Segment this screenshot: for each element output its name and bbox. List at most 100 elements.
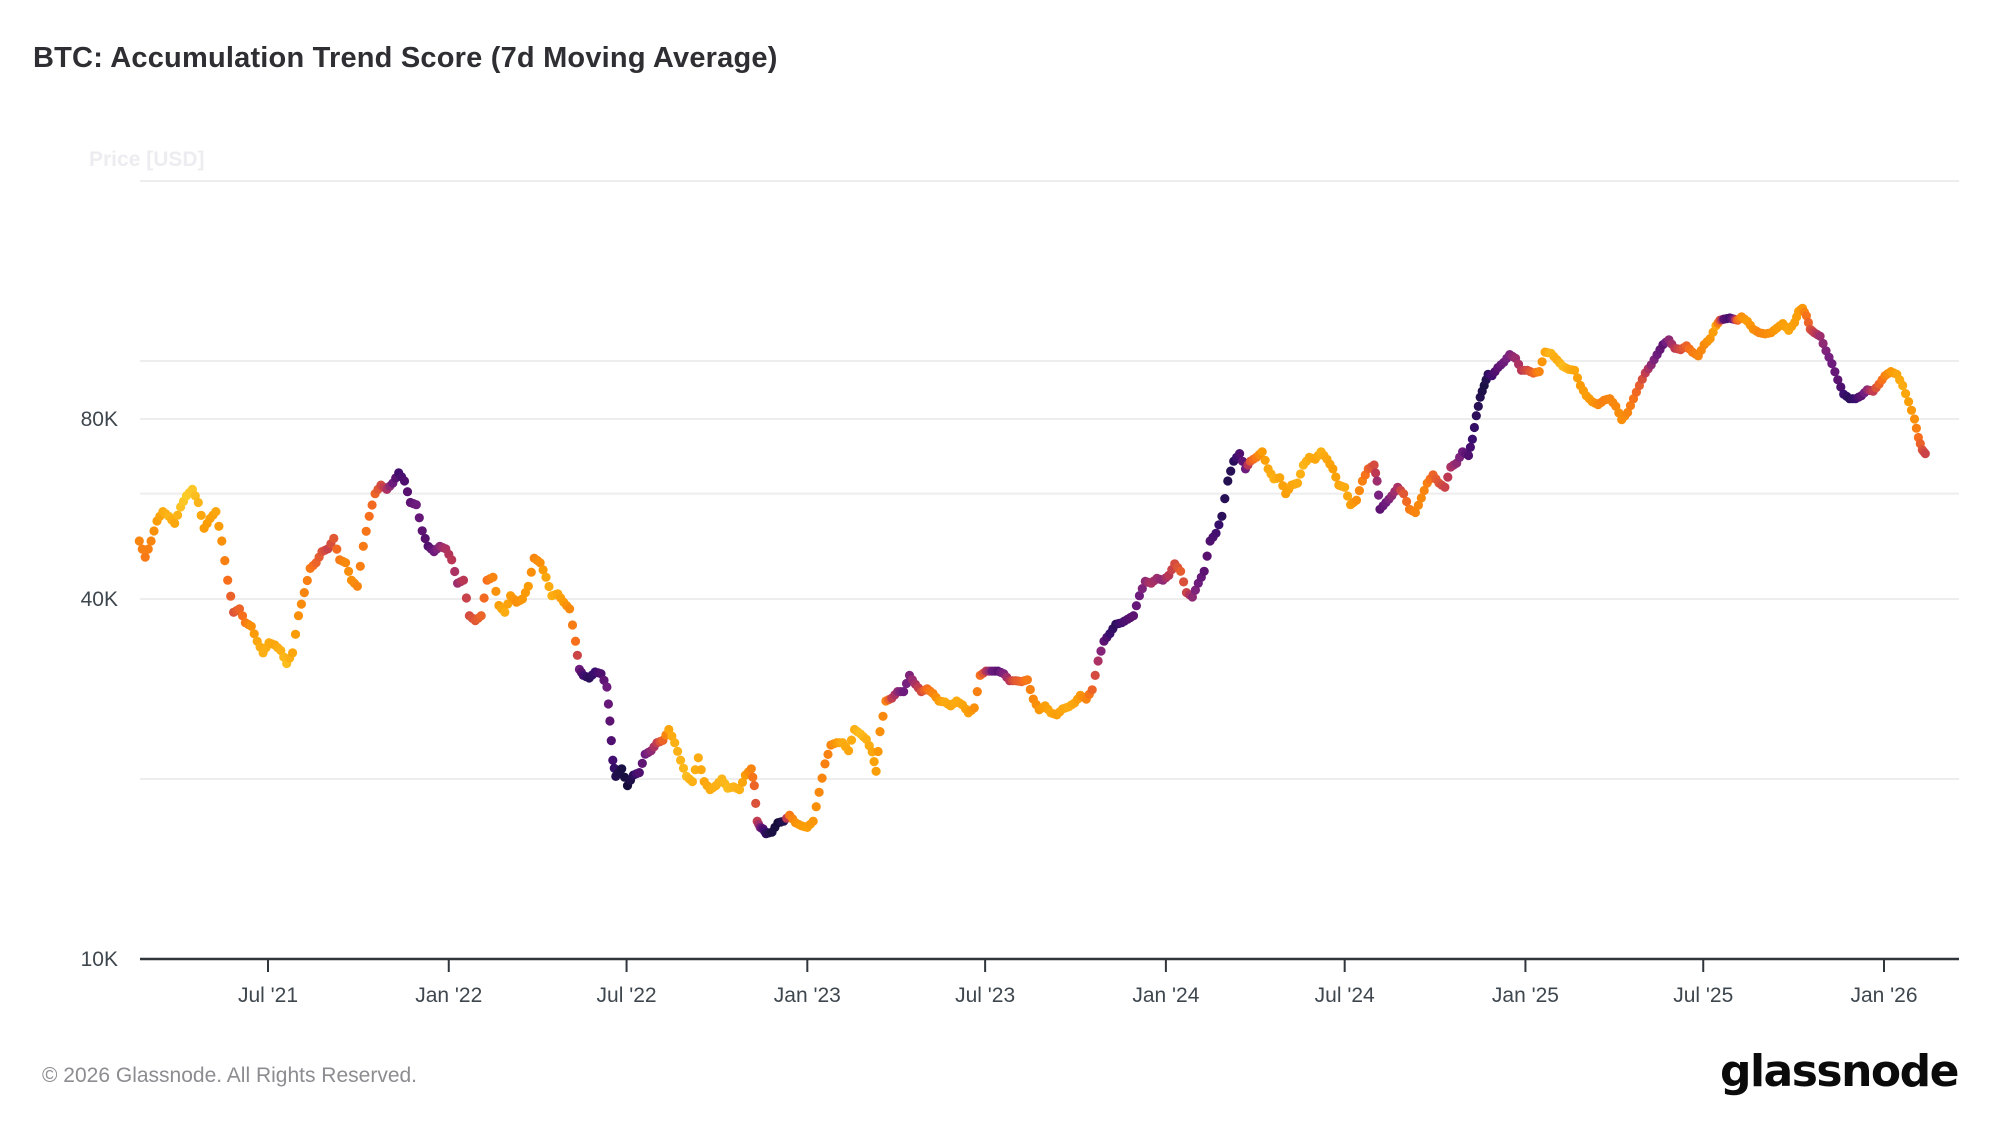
data-point <box>196 510 206 520</box>
x-tick-label: Jul '22 <box>597 984 657 1007</box>
data-point <box>1413 500 1423 510</box>
data-point <box>488 572 498 582</box>
data-point <box>1275 473 1285 483</box>
data-point <box>523 581 533 591</box>
data-point <box>1179 577 1189 587</box>
data-point <box>1371 468 1381 478</box>
data-point <box>170 518 180 529</box>
data-point <box>687 777 698 787</box>
data-point <box>1226 466 1236 476</box>
data-point <box>367 500 377 510</box>
data-point <box>352 581 362 591</box>
data-point <box>869 757 879 767</box>
data-point <box>875 727 885 737</box>
data-point <box>637 758 647 769</box>
data-point <box>1214 520 1224 530</box>
data-point <box>544 581 554 592</box>
data-point <box>1904 397 1914 407</box>
data-point <box>808 816 818 826</box>
x-tick-label: Jul '25 <box>1673 984 1733 1007</box>
x-tick-label: Jan '23 <box>774 984 841 1007</box>
data-point <box>1572 373 1583 383</box>
data-point <box>296 599 306 609</box>
data-point <box>1623 407 1633 418</box>
data-point <box>450 566 460 577</box>
data-point <box>226 591 236 601</box>
data-point <box>1443 472 1453 482</box>
data-point <box>617 764 627 774</box>
data-point <box>302 575 312 586</box>
copyright-text: © 2026 Glassnode. All Rights Reserved. <box>42 1064 418 1087</box>
data-point <box>491 586 501 597</box>
x-tick-label: Jan '25 <box>1492 984 1559 1007</box>
data-point <box>1534 367 1544 377</box>
data-point <box>1906 405 1917 415</box>
data-point <box>500 607 510 617</box>
data-point <box>1176 566 1186 576</box>
data-point <box>746 764 756 774</box>
data-point <box>737 777 748 788</box>
data-point <box>823 749 833 760</box>
x-tick-label: Jan '26 <box>1850 984 1917 1007</box>
data-point <box>696 765 706 775</box>
data-point <box>1911 423 1921 433</box>
data-point <box>811 802 821 812</box>
data-point <box>1295 469 1306 479</box>
data-point <box>143 544 153 554</box>
data-point <box>1625 401 1636 411</box>
data-point <box>670 738 680 748</box>
data-point <box>1223 476 1233 486</box>
data-point <box>1463 450 1474 461</box>
x-tick-label: Jul '23 <box>955 984 1015 1007</box>
data-point <box>1340 482 1350 492</box>
data-point <box>535 558 545 568</box>
data-point <box>1570 365 1580 375</box>
data-point <box>603 699 614 709</box>
data-point <box>1898 380 1908 391</box>
data-point <box>1202 551 1212 561</box>
data-point <box>1260 455 1270 465</box>
data-point <box>290 629 301 639</box>
data-point <box>608 755 618 765</box>
data-point <box>1235 449 1245 459</box>
data-point <box>734 785 745 795</box>
data-point <box>1369 460 1379 470</box>
data-point <box>1093 656 1103 666</box>
data-point <box>193 497 203 508</box>
x-tick-label: Jan '22 <box>415 984 482 1007</box>
data-point <box>332 544 342 554</box>
data-point <box>1402 496 1412 507</box>
y-axis-unit-label: Price [USD] <box>89 148 205 171</box>
data-point <box>223 575 233 585</box>
data-point <box>1537 357 1547 367</box>
data-point <box>820 759 830 769</box>
data-point <box>1137 584 1147 594</box>
x-tick-label: Jan '24 <box>1132 984 1199 1007</box>
data-point <box>299 588 309 598</box>
data-point <box>1920 449 1930 459</box>
data-point <box>634 768 644 778</box>
data-point <box>693 753 703 763</box>
data-point <box>237 611 248 621</box>
data-point <box>1827 359 1837 369</box>
data-point <box>1833 375 1843 385</box>
data-point <box>606 736 616 746</box>
data-point <box>234 604 245 614</box>
data-point <box>817 773 827 783</box>
data-point <box>329 533 339 544</box>
data-point <box>1471 411 1481 421</box>
data-point <box>1465 442 1475 452</box>
data-point <box>364 511 374 521</box>
data-point <box>565 604 575 614</box>
data-point <box>1187 592 1197 602</box>
data-point <box>1217 511 1227 521</box>
data-point <box>1830 367 1840 377</box>
data-point <box>1199 566 1209 576</box>
y-tick-label: 40K <box>81 588 118 611</box>
data-point <box>871 766 881 776</box>
data-point <box>1815 331 1825 341</box>
data-point <box>1128 611 1139 621</box>
data-point <box>873 746 883 757</box>
